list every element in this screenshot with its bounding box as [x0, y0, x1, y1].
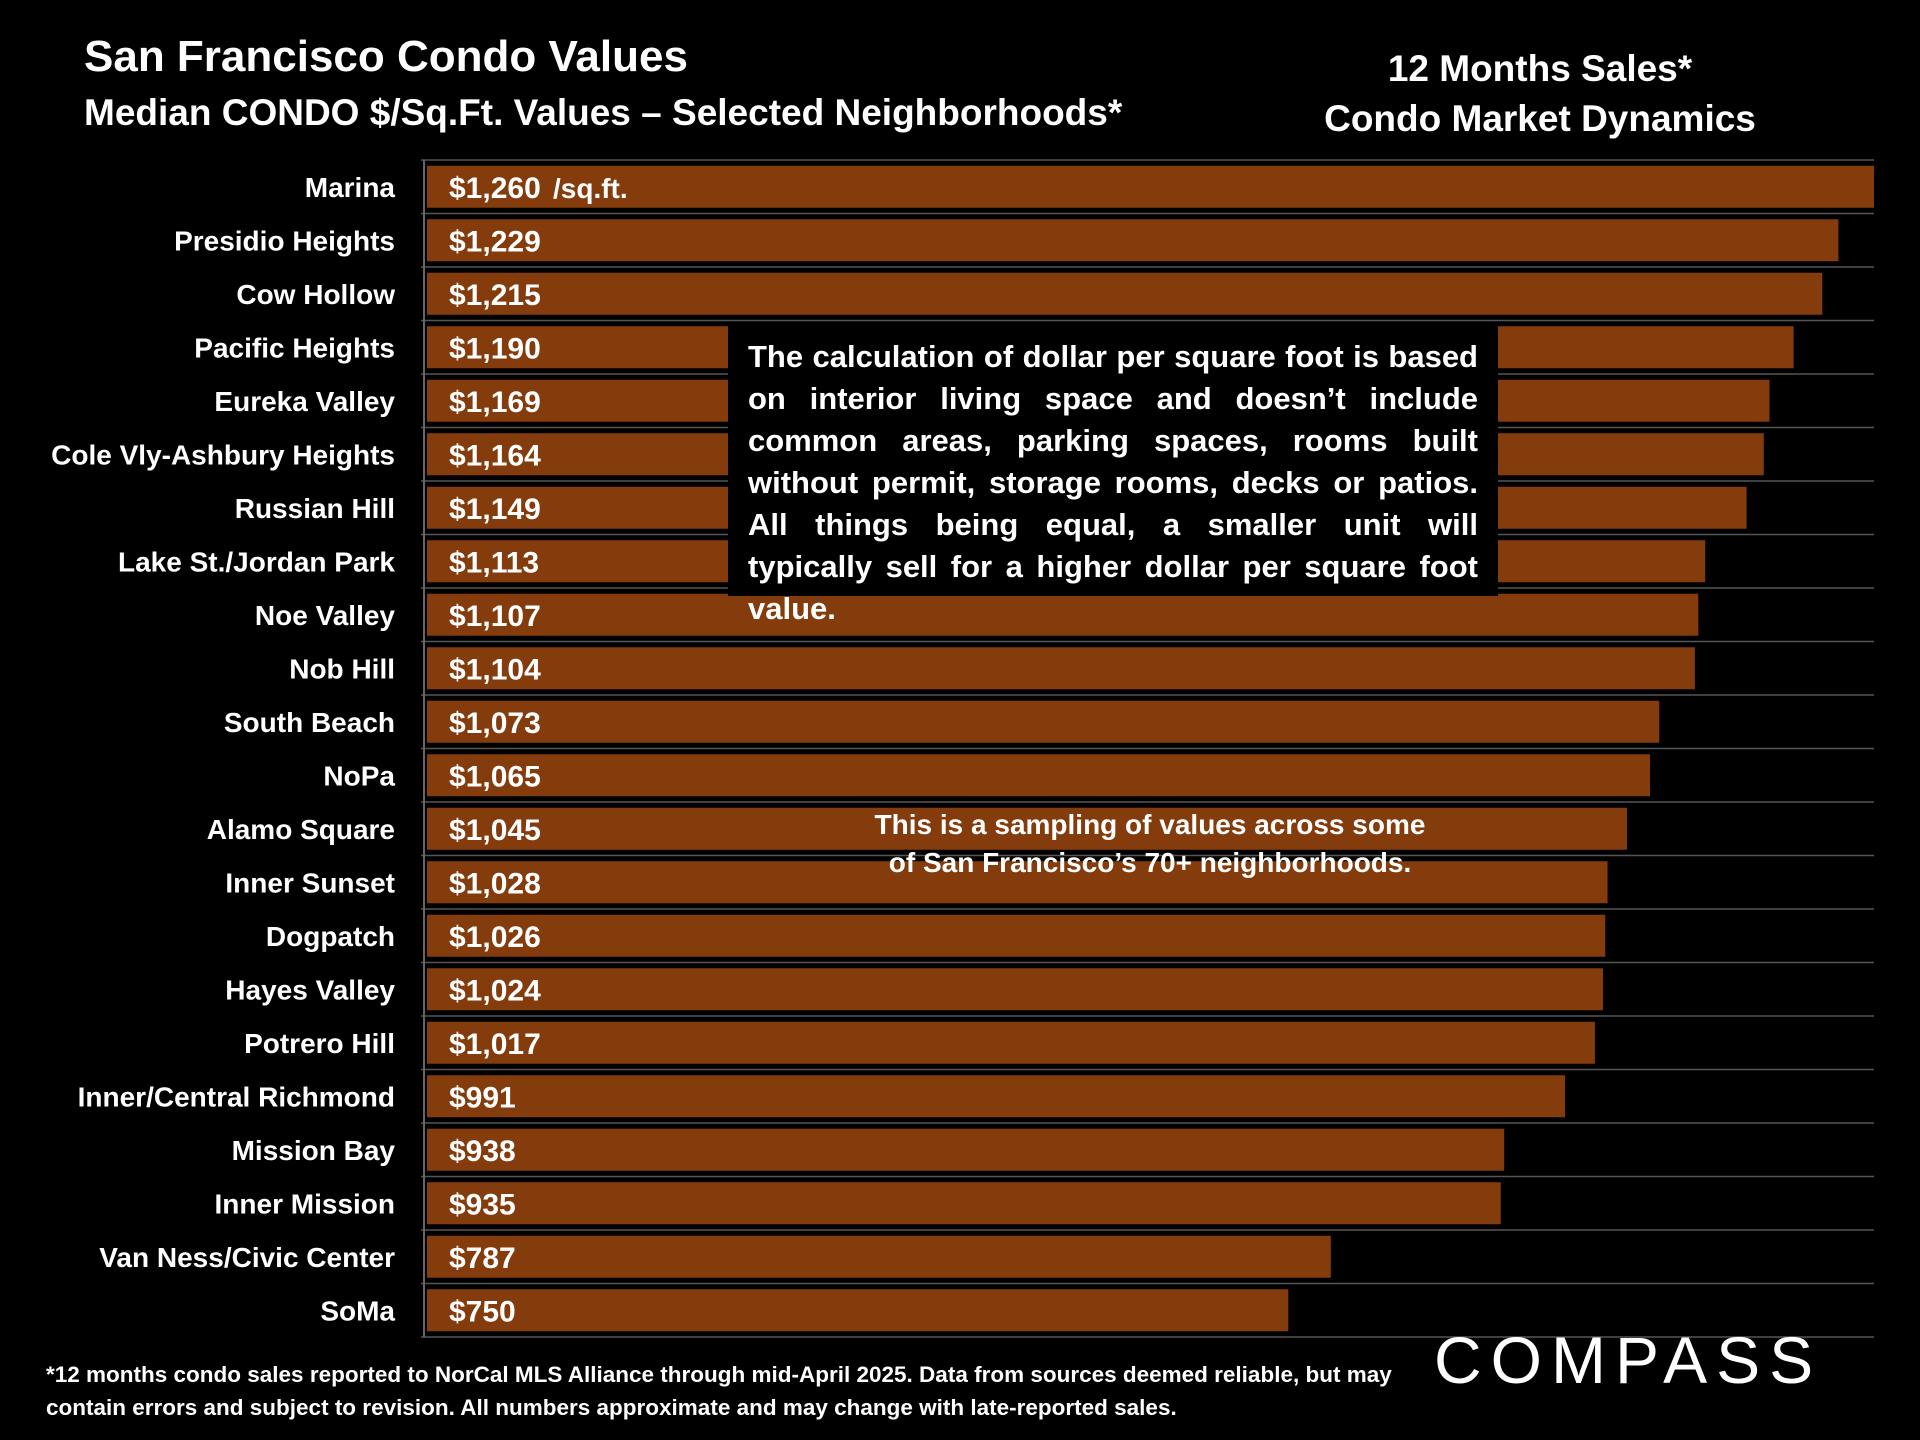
category-label: Alamo Square: [207, 814, 395, 845]
compass-logo: COMPASS: [1434, 1323, 1823, 1397]
category-label: Dogpatch: [266, 921, 395, 952]
bar: [427, 700, 1660, 743]
category-label: Eureka Valley: [214, 386, 395, 417]
category-label: NoPa: [323, 760, 395, 791]
category-label: Cow Hollow: [236, 279, 395, 310]
value-label: $1,215: [449, 279, 541, 312]
category-label: Presidio Heights: [174, 225, 395, 256]
category-label: Noe Valley: [255, 600, 396, 631]
bar-chart: Marina $1,260/sq.ft. Presidio Heights $1,22…: [51, 159, 1874, 1338]
category-label: Mission Bay: [232, 1135, 396, 1166]
bar: [427, 807, 1628, 850]
chart-title: San Francisco Condo Values: [84, 32, 688, 81]
value-label: $1,149: [449, 493, 541, 526]
chart-subtitle: Median CONDO $/Sq.Ft. Values – Selected …: [84, 92, 1123, 133]
category-label: Inner Mission: [215, 1188, 395, 1219]
category-label: Marina: [305, 172, 396, 203]
value-label: $1,229: [449, 225, 541, 258]
footnote: *12 months condo sales reported to NorCa…: [46, 1362, 1392, 1420]
value-label: $1,164: [449, 439, 541, 472]
value-label: $1,028: [449, 867, 541, 900]
sampling-note: This is a sampling of values across some…: [830, 806, 1470, 882]
bar: [427, 1182, 1501, 1225]
value-label: $1,190: [449, 332, 541, 365]
value-label: $750: [449, 1295, 516, 1328]
bar: [427, 914, 1606, 957]
sampling-note-line1: This is a sampling of values across some: [874, 809, 1426, 840]
calculation-note: The calculation of dollar per square foo…: [728, 322, 1498, 626]
value-label: $1,024: [449, 974, 541, 1007]
category-label: Van Ness/Civic Center: [99, 1242, 395, 1273]
bar: [427, 647, 1695, 690]
value-label: $935: [449, 1188, 516, 1221]
bar: [427, 593, 1699, 636]
value-label: $1,260: [449, 172, 541, 205]
bar: [427, 1021, 1595, 1064]
category-label: Cole Vly-Ashbury Heights: [51, 439, 395, 470]
bar: [427, 1128, 1505, 1171]
category-label: Potrero Hill: [244, 1028, 395, 1059]
category-label: Inner/Central Richmond: [78, 1081, 395, 1112]
value-label: $1,045: [449, 814, 541, 847]
value-label: $1,065: [449, 760, 541, 793]
value-label: $1,107: [449, 600, 541, 633]
value-label: $1,073: [449, 707, 541, 740]
side-title-line2: Condo Market Dynamics: [1324, 98, 1756, 139]
bar: [427, 861, 1608, 904]
bar: [427, 968, 1603, 1011]
value-label: $1,017: [449, 1028, 541, 1061]
unit-label: /sq.ft.: [553, 173, 628, 204]
value-label: $787: [449, 1242, 516, 1275]
value-label: $1,026: [449, 921, 541, 954]
bar: [427, 219, 1839, 262]
category-label: Pacific Heights: [194, 332, 395, 363]
value-label: $991: [449, 1081, 516, 1114]
bar: [427, 1289, 1289, 1332]
bar: [427, 754, 1651, 797]
category-label: Hayes Valley: [225, 974, 395, 1005]
category-label: Lake St./Jordan Park: [118, 546, 395, 577]
side-title: 12 Months Sales* Condo Market Dynamics: [1270, 44, 1810, 144]
sampling-note-line2: of San Francisco’s 70+ neighborhoods.: [888, 847, 1412, 878]
value-label: $1,104: [449, 653, 541, 686]
value-label: $938: [449, 1135, 516, 1168]
bar: [427, 165, 1874, 208]
category-label: Nob Hill: [289, 653, 395, 684]
category-label: South Beach: [224, 707, 395, 738]
bar: [427, 272, 1823, 315]
category-label: SoMa: [320, 1295, 395, 1326]
category-label: Inner Sunset: [225, 867, 395, 898]
category-label: Russian Hill: [235, 493, 395, 524]
value-label: $1,113: [449, 546, 539, 579]
value-label: $1,169: [449, 386, 541, 419]
bar: [427, 1075, 1566, 1118]
bar: [427, 1235, 1331, 1278]
side-title-line1: 12 Months Sales*: [1387, 48, 1693, 89]
